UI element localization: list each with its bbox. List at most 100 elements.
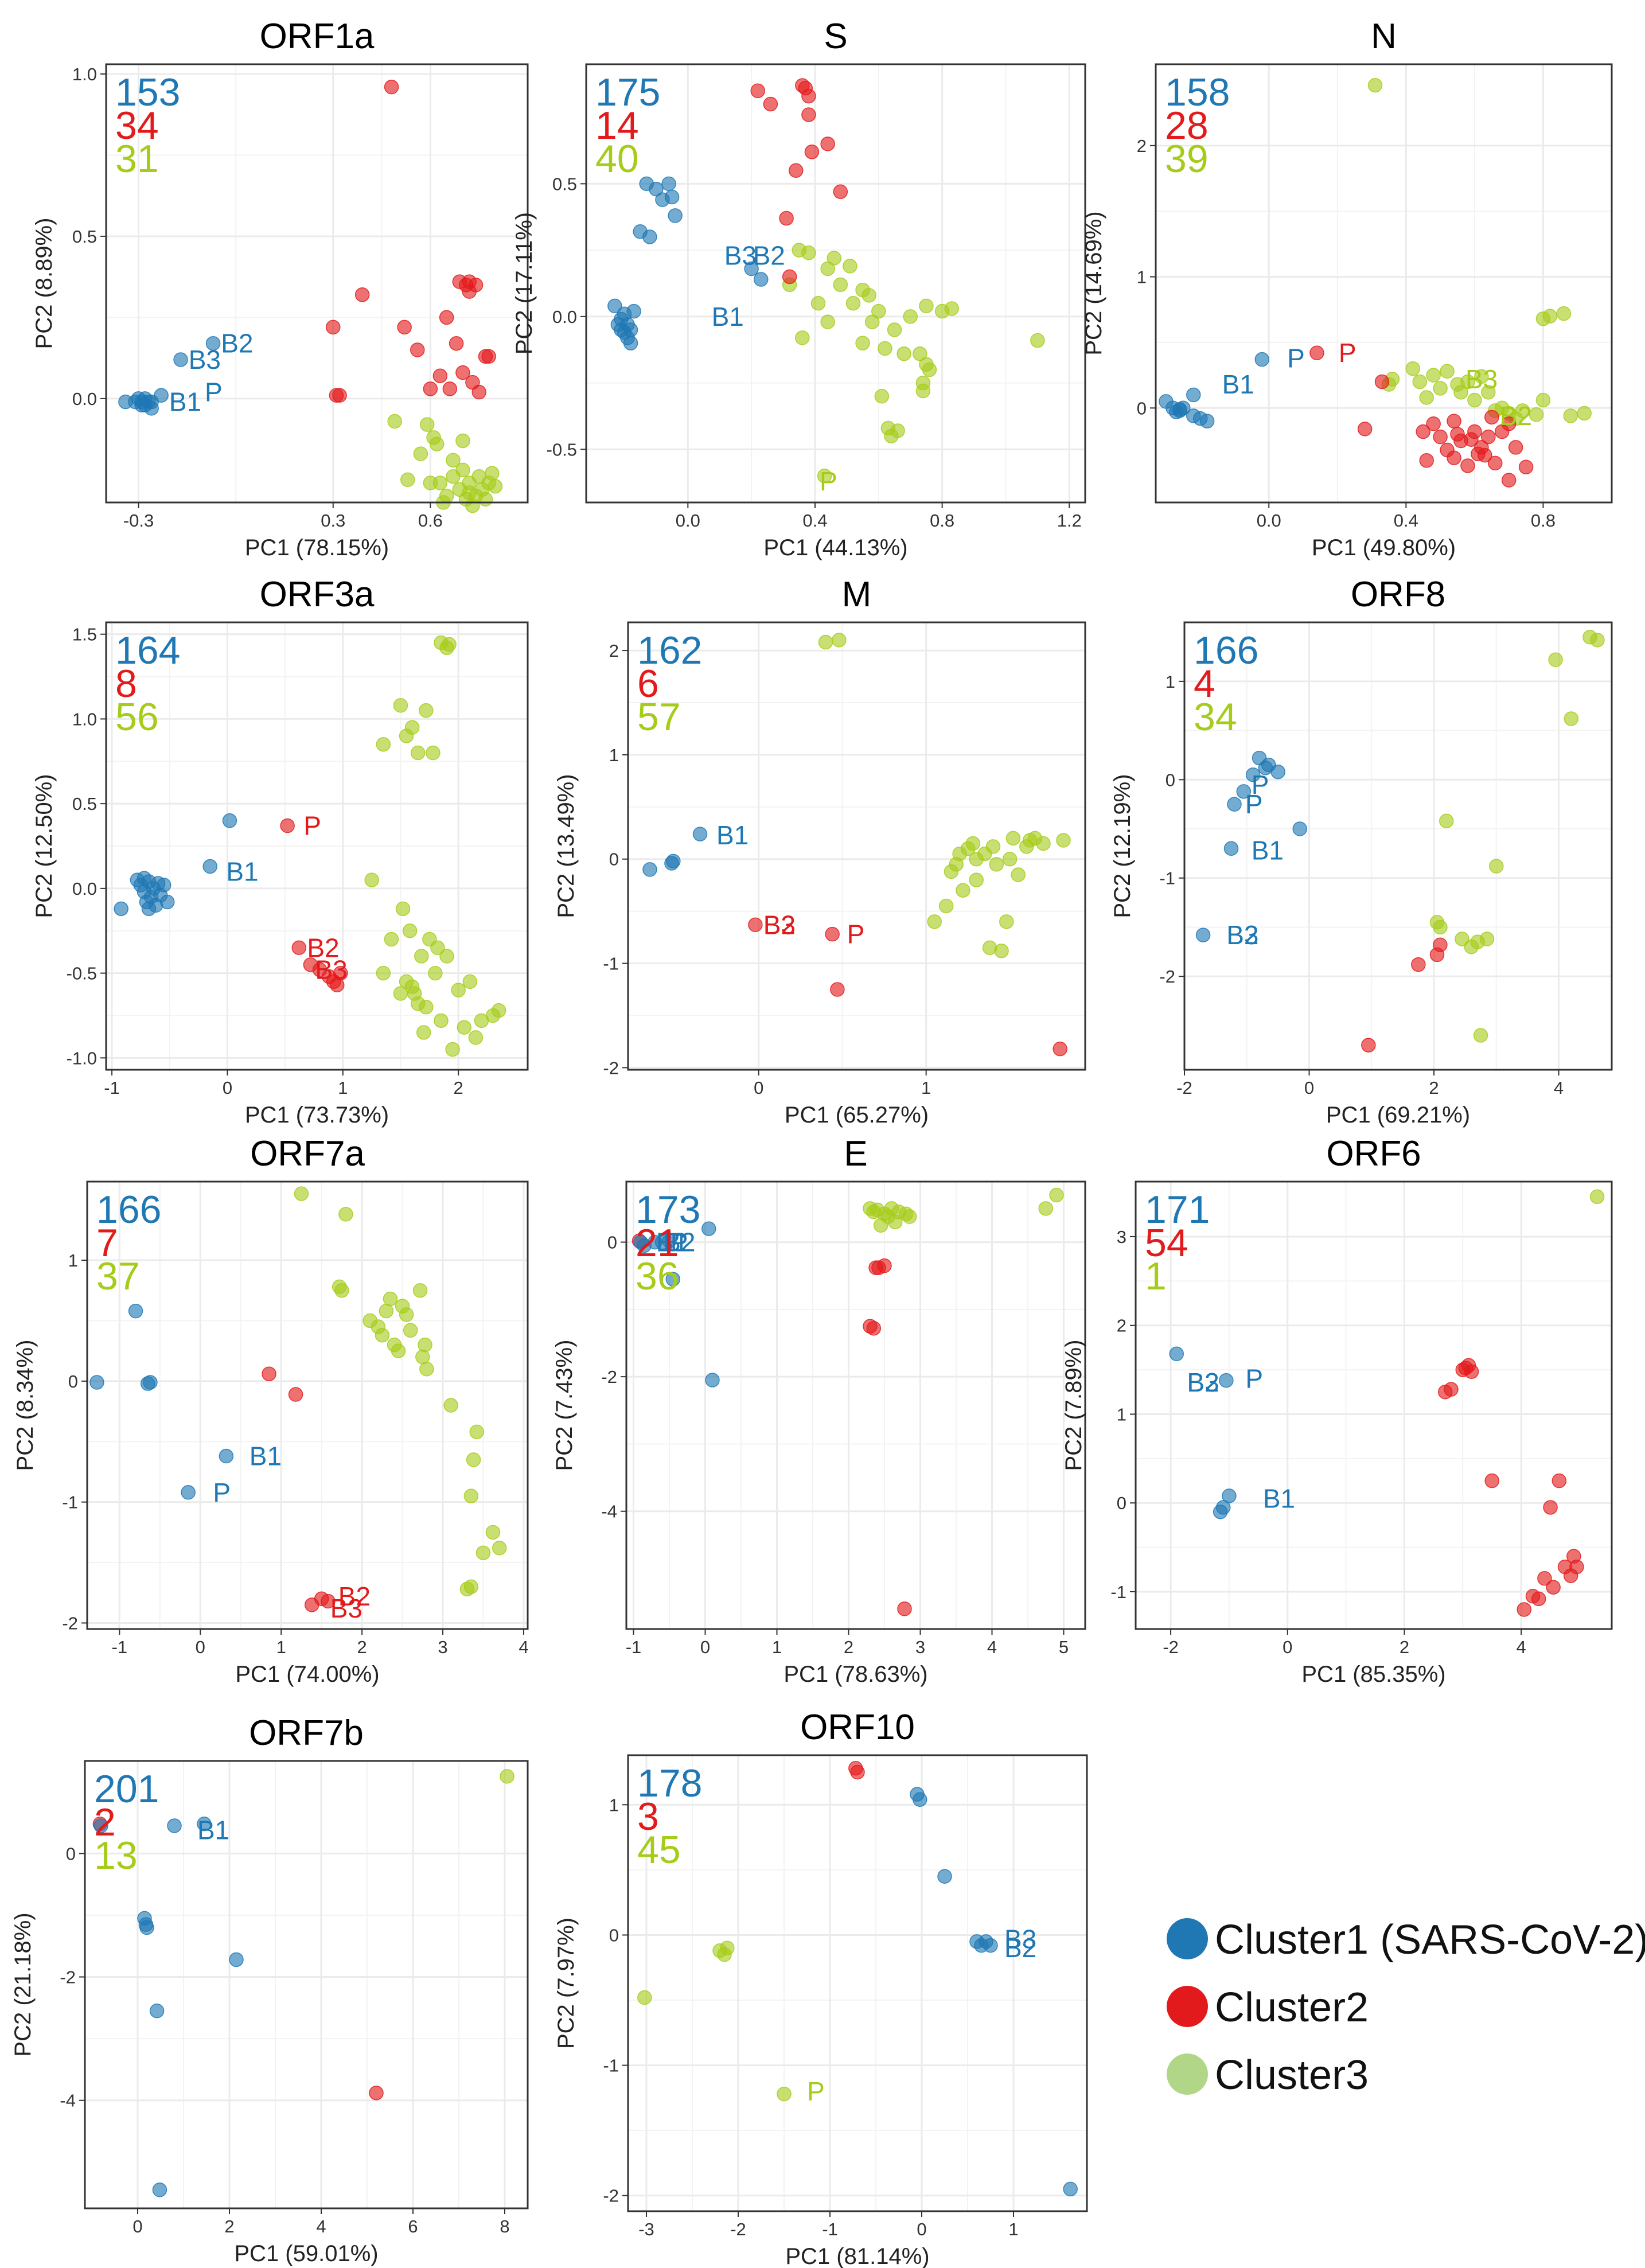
data-point-cluster2 — [1543, 1500, 1558, 1515]
data-point-cluster3 — [412, 1283, 428, 1298]
data-point-cluster1 — [173, 352, 188, 367]
data-point-cluster3 — [419, 999, 434, 1015]
data-point-cluster1 — [152, 2182, 167, 2197]
point-label: B2 — [338, 1581, 371, 1611]
data-point-cluster2 — [262, 1366, 276, 1381]
x-tick-label: -1 — [104, 1078, 120, 1098]
data-point-cluster1 — [128, 1303, 143, 1319]
cluster-count-2: 34 — [115, 104, 159, 147]
cluster-count-1: 158 — [1165, 71, 1230, 114]
data-point-cluster3 — [384, 932, 399, 947]
y-tick-label: -2 — [1159, 967, 1175, 987]
x-tick-label: 2 — [844, 1637, 853, 1657]
data-point-cluster3 — [1564, 711, 1579, 726]
data-point-cluster2 — [1309, 345, 1324, 360]
point-label: B1 — [716, 820, 749, 850]
data-point-cluster3 — [491, 1003, 506, 1018]
data-point-cluster1 — [141, 901, 157, 917]
data-point-cluster2 — [1374, 374, 1390, 389]
data-point-cluster3 — [827, 251, 841, 266]
data-point-cluster3 — [1002, 851, 1018, 867]
data-point-cluster3 — [1529, 407, 1544, 422]
cluster-count-2: 54 — [1145, 1221, 1188, 1265]
data-point-cluster1 — [639, 176, 654, 192]
data-point-cluster3 — [919, 298, 934, 314]
legend-label-1: Cluster1 (SARS-CoV-2) — [1215, 1917, 1645, 1963]
data-point-cluster3 — [462, 485, 477, 500]
x-tick-label: 2 — [224, 2216, 234, 2236]
data-point-cluster1 — [983, 1938, 998, 1953]
data-point-cluster3 — [843, 259, 857, 274]
x-tick-label: -0.3 — [123, 511, 154, 531]
data-point-cluster1 — [1222, 1488, 1237, 1503]
data-point-cluster2 — [291, 940, 307, 956]
y-tick-label: 0 — [1117, 1493, 1126, 1513]
data-point-cluster2 — [1531, 1591, 1546, 1607]
data-point-cluster3 — [419, 703, 434, 718]
cluster-count-3: 40 — [595, 137, 639, 181]
data-point-cluster2 — [1357, 422, 1373, 437]
data-point-cluster3 — [1473, 1028, 1488, 1043]
data-point-cluster3 — [887, 322, 902, 337]
data-point-cluster2 — [1361, 1038, 1376, 1053]
data-point-cluster2 — [1569, 1559, 1584, 1575]
point-label: B3 — [1187, 1367, 1219, 1397]
data-point-cluster3 — [434, 1013, 449, 1028]
point-label: P — [1245, 789, 1263, 819]
x-tick-label: 0.0 — [1257, 511, 1281, 531]
cluster-count-2: 8 — [115, 662, 137, 706]
data-point-cluster3 — [455, 433, 470, 449]
x-tick-label: 3 — [438, 1637, 447, 1657]
data-point-cluster3 — [1440, 364, 1455, 379]
point-label: B1 — [169, 387, 201, 417]
data-point-cluster3 — [468, 1030, 484, 1045]
y-axis-label: PC2 (14.69%) — [1081, 211, 1106, 355]
data-point-cluster2 — [866, 1320, 881, 1336]
y-axis-label: PC2 (8.34%) — [13, 1340, 38, 1471]
cluster-count-2: 21 — [636, 1221, 679, 1265]
data-point-cluster2 — [801, 107, 816, 122]
data-point-cluster2 — [1518, 459, 1534, 474]
data-point-cluster3 — [338, 1207, 353, 1222]
plot-area — [1184, 622, 1612, 1070]
point-label: B2 — [221, 329, 253, 358]
data-point-cluster2 — [442, 381, 458, 396]
data-point-cluster2 — [897, 1601, 912, 1616]
legend-marker-1 — [1167, 1918, 1208, 1959]
data-point-cluster3 — [818, 634, 833, 650]
data-point-cluster2 — [830, 982, 845, 997]
data-point-cluster3 — [965, 836, 981, 851]
data-point-cluster1 — [623, 322, 638, 337]
data-point-cluster3 — [833, 277, 848, 293]
cluster-count-2: 14 — [595, 104, 639, 147]
data-point-cluster1 — [637, 1238, 652, 1253]
data-point-cluster3 — [938, 898, 954, 914]
data-point-cluster3 — [1433, 381, 1448, 396]
data-point-cluster1 — [202, 859, 217, 874]
y-tick-label: 0 — [66, 1844, 76, 1864]
data-point-cluster2 — [1501, 473, 1517, 488]
data-point-cluster2 — [1447, 414, 1461, 428]
cluster-count-2: 4 — [1194, 662, 1215, 706]
data-point-cluster2 — [326, 319, 341, 335]
x-axis-label: PC1 (78.63%) — [783, 1662, 927, 1687]
data-point-cluster2 — [369, 2086, 384, 2101]
y-tick-label: 1 — [68, 1250, 78, 1271]
y-tick-label: -2 — [603, 1058, 619, 1078]
data-point-cluster2 — [384, 79, 399, 95]
point-label: B1 — [712, 302, 744, 332]
data-point-cluster2 — [1501, 416, 1517, 431]
data-point-cluster3 — [413, 446, 428, 461]
y-tick-label: -0.5 — [547, 439, 577, 459]
data-point-cluster3 — [989, 857, 1004, 872]
data-point-cluster1 — [137, 871, 152, 886]
y-tick-label: -2 — [60, 1967, 76, 1988]
data-point-cluster1 — [692, 827, 708, 841]
plot-frame — [1183, 621, 1613, 1071]
panel-title: ORF10 — [800, 1708, 915, 1747]
data-point-cluster3 — [457, 1020, 471, 1035]
cluster-count-1: 166 — [96, 1188, 161, 1232]
data-point-cluster3 — [478, 492, 493, 507]
cluster-count-2: 3 — [637, 1795, 659, 1838]
